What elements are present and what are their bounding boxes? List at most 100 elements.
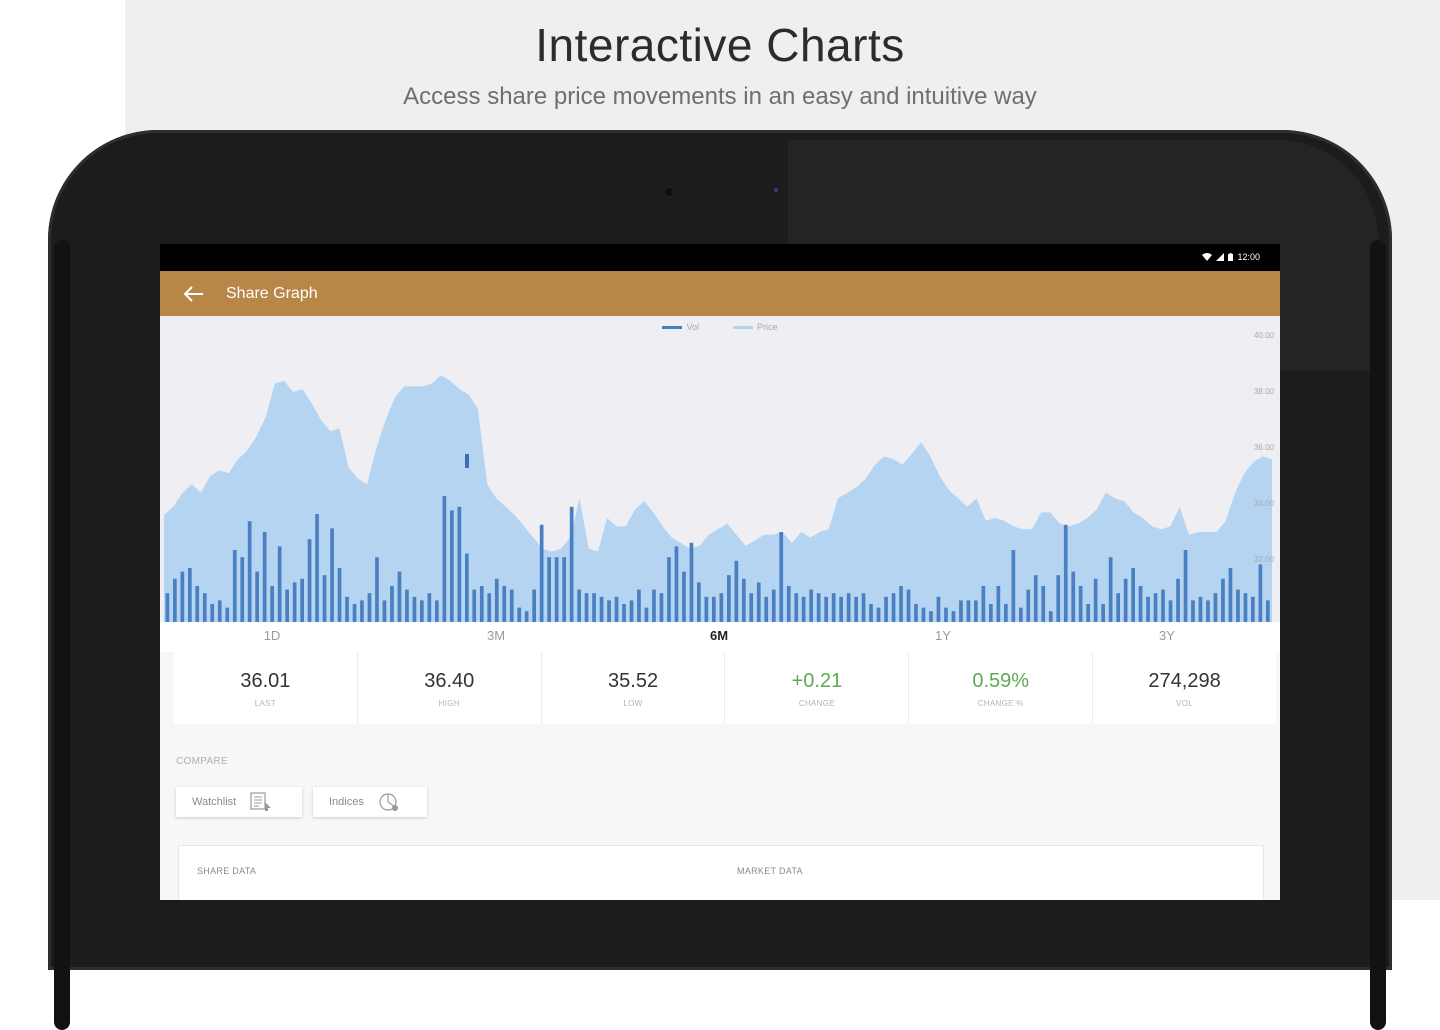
legend-price: Price: [733, 320, 778, 334]
volume-bar: [345, 596, 349, 622]
volume-bar: [360, 600, 364, 622]
wifi-icon: [1202, 253, 1213, 261]
volume-bar: [1004, 604, 1008, 622]
volume-bar: [397, 571, 402, 622]
volume-bar: [622, 604, 626, 622]
volume-bar: [517, 607, 522, 622]
volume-bar: [300, 578, 304, 622]
legend-vol: Vol: [662, 320, 699, 334]
y-tick-label: 34.00: [1254, 499, 1275, 508]
volume-bar: [420, 600, 424, 622]
volume-bar: [262, 532, 267, 622]
volume-bar: [652, 589, 656, 622]
volume-bar: [959, 600, 963, 622]
volume-bar: [1123, 578, 1128, 622]
volume-bar: [727, 575, 731, 622]
stat-low: 35.52 LOW: [540, 652, 725, 724]
volume-bar: [225, 607, 230, 622]
volume-bar: [801, 596, 806, 622]
volume-bar: [382, 600, 387, 622]
volume-bar: [682, 571, 686, 622]
volume-bar: [996, 586, 1001, 622]
volume-bar: [1048, 611, 1053, 622]
volume-bar: [1266, 600, 1270, 622]
chart-canvas[interactable]: 40.00 38.00 36.00 34.00 32.00: [160, 316, 1280, 622]
volume-bar: [584, 593, 589, 622]
volume-bar: [405, 589, 409, 622]
promo-subtitle: Access share price movements in an easy …: [403, 83, 1037, 110]
legend-price-swatch: [733, 325, 753, 329]
stat-low-value: 35.52: [608, 670, 659, 692]
stat-high-value: 36.40: [424, 670, 475, 692]
volume-bar: [1161, 589, 1165, 622]
indices-button[interactable]: Indices: [313, 787, 427, 817]
volume-bar: [352, 604, 357, 622]
stat-last-value: 36.01: [240, 670, 291, 692]
volume-bar: [914, 604, 918, 622]
volume-bar: [1228, 568, 1233, 622]
volume-bar: [232, 550, 237, 622]
volume-bar: [1108, 557, 1113, 622]
volume-bar: [524, 611, 529, 622]
watchlist-button[interactable]: Watchlist: [176, 787, 302, 817]
volume-bar: [465, 553, 469, 622]
volume-bar: [756, 582, 761, 622]
y-tick-label: 36.00: [1254, 443, 1275, 452]
tab-1y[interactable]: 1Y: [935, 628, 951, 643]
stat-change: +0.21 CHANGE: [724, 652, 908, 724]
volume-bar: [1236, 589, 1240, 622]
watchlist-label: Watchlist: [192, 796, 237, 808]
tablet-speaker-left: [54, 240, 70, 1030]
volume-bar: [1168, 600, 1173, 622]
volume-bar: [1056, 575, 1061, 622]
volume-bar: [749, 593, 754, 622]
volume-bar: [1191, 600, 1195, 622]
volume-bar: [509, 589, 514, 622]
volume-bar: [307, 539, 312, 622]
volume-bar: [427, 593, 432, 622]
back-button[interactable]: [174, 274, 214, 314]
highlight-marker: [465, 454, 469, 468]
volume-bar: [929, 611, 933, 622]
volume-bar: [771, 589, 776, 622]
tab-3m[interactable]: 3M: [486, 628, 506, 643]
volume-bar: [412, 596, 417, 622]
volume-bar: [562, 557, 566, 622]
promo-title: Interactive Charts: [535, 19, 905, 71]
share-market-data-card: SHARE DATA MARKET DATA: [178, 845, 1264, 900]
volume-bar: [876, 607, 881, 622]
volume-bar: [330, 528, 334, 622]
share-chart[interactable]: 40.00 38.00 36.00 34.00 32.00 Vol Price: [160, 316, 1280, 622]
volume-bar: [1093, 578, 1098, 622]
volume-bar: [487, 593, 492, 622]
stat-high: 36.40 HIGH: [356, 652, 541, 724]
volume-bar: [173, 578, 177, 622]
volume-bar: [704, 596, 709, 622]
volume-bar: [779, 532, 784, 622]
volume-bar: [891, 593, 896, 622]
market-data-heading: MARKET DATA: [737, 866, 803, 876]
volume-bar: [435, 600, 439, 622]
tab-3y[interactable]: 3Y: [1159, 628, 1175, 643]
volume-bar: [786, 586, 791, 622]
volume-bar: [1206, 600, 1210, 622]
price-area: [164, 375, 1272, 622]
volume-bar: [944, 607, 948, 622]
volume-bar: [1138, 586, 1143, 622]
screen-title: Share Graph: [226, 284, 318, 302]
volume-bar: [824, 596, 828, 622]
battery-icon: [1228, 253, 1234, 261]
volume-bar: [1153, 593, 1158, 622]
volume-bar: [1243, 593, 1248, 622]
volume-bar: [1086, 604, 1090, 622]
volume-bar: [1041, 586, 1046, 622]
volume-bar: [719, 593, 724, 622]
volume-bar: [1131, 568, 1135, 622]
tab-1d[interactable]: 1D: [263, 628, 281, 643]
stat-change-pct: 0.59% CHANGE %: [908, 652, 1092, 724]
volume-bar: [712, 596, 716, 622]
tablet-speaker-right: [1370, 240, 1386, 1030]
stat-last-label: LAST: [254, 699, 277, 708]
tab-6m[interactable]: 6M: [709, 628, 729, 643]
volume-bar: [247, 521, 252, 622]
